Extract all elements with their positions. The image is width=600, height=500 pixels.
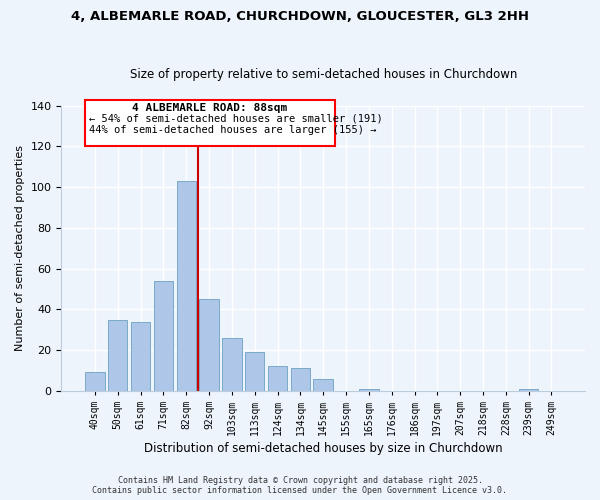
- Bar: [154, 281, 173, 391]
- Bar: [131, 322, 150, 391]
- Bar: [268, 366, 287, 391]
- Bar: [519, 388, 538, 391]
- FancyBboxPatch shape: [85, 100, 335, 146]
- Bar: [313, 378, 333, 391]
- Bar: [290, 368, 310, 391]
- Bar: [359, 388, 379, 391]
- Bar: [222, 338, 242, 391]
- Bar: [176, 181, 196, 391]
- Title: Size of property relative to semi-detached houses in Churchdown: Size of property relative to semi-detach…: [130, 68, 517, 81]
- Bar: [245, 352, 265, 391]
- Text: Contains HM Land Registry data © Crown copyright and database right 2025.
Contai: Contains HM Land Registry data © Crown c…: [92, 476, 508, 495]
- Text: 4, ALBEMARLE ROAD, CHURCHDOWN, GLOUCESTER, GL3 2HH: 4, ALBEMARLE ROAD, CHURCHDOWN, GLOUCESTE…: [71, 10, 529, 23]
- Bar: [199, 299, 219, 391]
- Text: ← 54% of semi-detached houses are smaller (191): ← 54% of semi-detached houses are smalle…: [89, 114, 383, 124]
- X-axis label: Distribution of semi-detached houses by size in Churchdown: Distribution of semi-detached houses by …: [144, 442, 503, 455]
- Bar: [108, 320, 127, 391]
- Text: 44% of semi-detached houses are larger (155) →: 44% of semi-detached houses are larger (…: [89, 125, 377, 135]
- Text: 4 ALBEMARLE ROAD: 88sqm: 4 ALBEMARLE ROAD: 88sqm: [132, 102, 287, 113]
- Bar: [85, 372, 104, 391]
- Y-axis label: Number of semi-detached properties: Number of semi-detached properties: [15, 146, 25, 352]
